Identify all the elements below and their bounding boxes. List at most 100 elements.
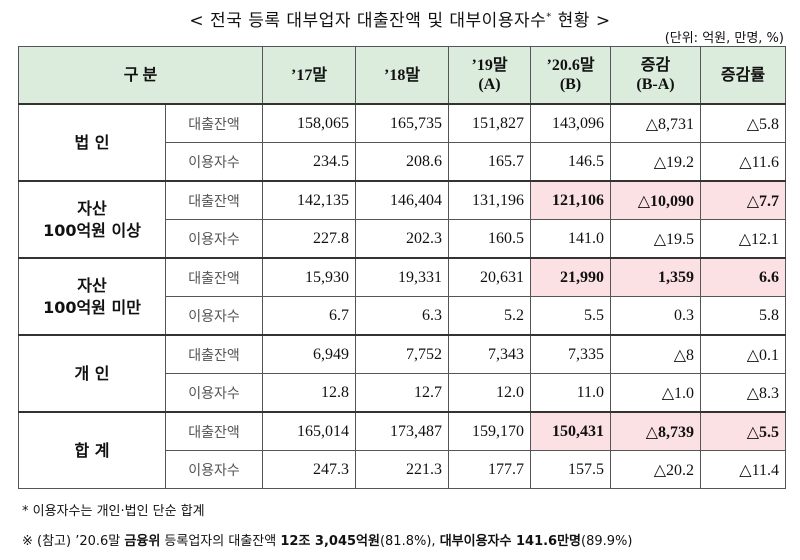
cell-line: 법 인: [74, 132, 110, 152]
table-header: 구 분 ’17말 ’18말 ’19말 (A) ’20.6말 (B) 증감 (B-A) 증감률: [17, 46, 787, 105]
table-row: 이용자수 247.3 221.3 177.7 157.5 △20.2 △11.4: [19, 450, 787, 489]
table-body: 법 인 대출잔액 158,065 165,735 151,827 143,096 △8,73…: [18, 103, 787, 489]
value-cell: 143,096: [530, 103, 612, 143]
item-label: 대출잔액: [164, 411, 264, 451]
value-cell: △8.3: [700, 373, 787, 413]
value-cell: △20.2: [610, 450, 702, 489]
value-cell: 142,135: [262, 180, 357, 220]
value-cell: 165,014: [262, 411, 357, 451]
value-cell: 151,827: [448, 103, 532, 143]
cell-line: (B-A): [636, 76, 675, 93]
value-cell: 202.3: [355, 219, 450, 259]
item-label: 대출잔액: [164, 103, 264, 143]
group-label: 자산 100억원 미만: [18, 257, 166, 336]
table-row: 자산 100억원 이상 대출잔액 142,135 146,404 131,196 121,1…: [18, 180, 787, 259]
value-cell: △11.4: [700, 450, 787, 489]
table-row: 이용자수 6.7 6.3 5.2 5.5 0.3 5.8: [19, 296, 787, 336]
unit: (단위: 억원, 만명, %): [664, 31, 784, 46]
value-cell: 221.3: [355, 450, 450, 489]
header-cell: ’18말: [355, 46, 450, 105]
cell-line: 증감률: [720, 66, 766, 84]
value-cell: △12.1: [700, 219, 787, 259]
value-cell: 12.8: [262, 373, 357, 413]
value-cell: 7,343: [448, 334, 532, 374]
cell-line: ’17말: [290, 66, 328, 84]
value-cell: △7.7: [700, 180, 787, 220]
item-label: 대출잔액: [164, 180, 264, 220]
table-row: 자산 100억원 미만 대출잔액 15,930 19,331 20,631 21,990 1,…: [18, 257, 787, 336]
note-part: 등록업자의 대출잔액: [160, 534, 281, 549]
value-cell: △5.8: [700, 103, 787, 143]
item-label: 이용자수: [164, 219, 264, 259]
header-cell: ’20.6말 (B): [530, 46, 612, 105]
cell-line: 자산: [77, 275, 107, 295]
title-text: < 전국 등록 대부업자 대출잔액 및 대부이용자수: [189, 11, 547, 31]
table-row: 법 인 대출잔액 158,065 165,735 151,827 143,096 △8,73…: [18, 103, 787, 182]
table-row: 개 인 대출잔액 6,949 7,752 7,343 7,335 △8 △0.1: [18, 334, 787, 413]
cell-line: ’18말: [383, 66, 421, 84]
header-cell: 증감률: [700, 46, 787, 105]
cell-line: 자산: [77, 198, 107, 218]
value-cell: △19.5: [610, 219, 702, 259]
value-cell: 131,196: [448, 180, 532, 220]
value-cell: 158,065: [262, 103, 357, 143]
value-cell: △5.5: [700, 411, 787, 451]
value-cell: 19,331: [355, 257, 450, 297]
value-cell: △11.6: [700, 142, 787, 182]
item-label: 대출잔액: [164, 257, 264, 297]
value-cell: 177.7: [448, 450, 532, 489]
value-cell: 12.7: [355, 373, 450, 413]
group-label: 개 인: [18, 334, 166, 413]
title-mark: *: [546, 11, 552, 23]
value-cell: 160.5: [448, 219, 532, 259]
cell-line: 합 계: [74, 440, 110, 460]
note-part: (89.9%): [581, 534, 633, 549]
note-part: 금융위: [124, 534, 161, 549]
group-label: 자산 100억원 이상: [18, 180, 166, 259]
note-part: * 이용자수는 개인·법인 단순 합계: [22, 504, 205, 519]
header-cell: ’19말 (A): [448, 46, 532, 105]
value-cell: 146.5: [530, 142, 612, 182]
value-cell: 6.3: [355, 296, 450, 336]
value-cell: 150,431: [530, 411, 612, 451]
note-part: 12조 3,045억원: [280, 534, 380, 549]
value-cell: 208.6: [355, 142, 450, 182]
cell-line: 증감: [640, 57, 671, 74]
cell-line: 100억원 미만: [43, 297, 141, 317]
cell-line: 개 인: [74, 363, 110, 383]
value-cell: 6,949: [262, 334, 357, 374]
value-cell: 227.8: [262, 219, 357, 259]
value-cell: 6.6: [700, 257, 787, 297]
cell-line: ’19말: [471, 57, 508, 74]
item-label: 이용자수: [164, 373, 264, 413]
value-cell: 157.5: [530, 450, 612, 489]
note: ※ (참고) ’20.6말 금융위 등록업자의 대출잔액 12조 3,045억원…: [22, 530, 632, 549]
header-cell: 증감 (B-A): [610, 46, 702, 105]
value-cell: △10,090: [610, 180, 702, 220]
value-cell: △8: [610, 334, 702, 374]
value-cell: 247.3: [262, 450, 357, 489]
value-cell: 5.2: [448, 296, 532, 336]
note-part: ※ (참고) ’20.6말: [22, 534, 125, 549]
value-cell: △0.1: [700, 334, 787, 374]
title-text: 현황 >: [551, 11, 611, 31]
value-cell: 20,631: [448, 257, 532, 297]
value-cell: 0.3: [610, 296, 702, 336]
value-cell: 146,404: [355, 180, 450, 220]
value-cell: 121,106: [530, 180, 612, 220]
item-label: 대출잔액: [164, 334, 264, 374]
value-cell: 159,170: [448, 411, 532, 451]
table-row: 이용자수 234.5 208.6 165.7 146.5 △19.2 △11.6: [19, 142, 787, 182]
value-cell: 7,752: [355, 334, 450, 374]
value-cell: 165.7: [448, 142, 532, 182]
value-cell: 1,359: [610, 257, 702, 297]
value-cell: 5.5: [530, 296, 612, 336]
note-part: (81.8%),: [379, 534, 440, 549]
value-cell: 165,735: [355, 103, 450, 143]
value-cell: △8,731: [610, 103, 702, 143]
value-cell: 234.5: [262, 142, 357, 182]
group-label: 법 인: [18, 103, 166, 182]
table-row: 이용자수 227.8 202.3 160.5 141.0 △19.5 △12.1: [19, 219, 787, 259]
header-cell: ’17말: [262, 46, 357, 105]
